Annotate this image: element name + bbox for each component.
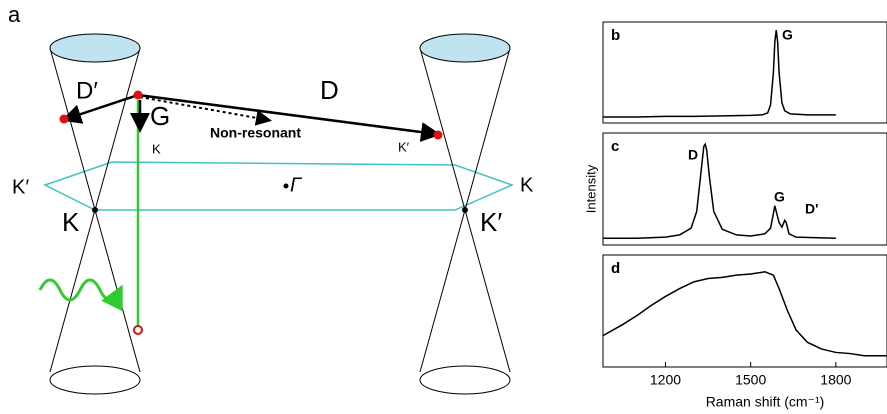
hole [134,326,142,334]
state [60,115,69,124]
diagram-label: K [152,141,161,156]
diagram-label: K [520,174,534,196]
dirac-point [463,208,468,213]
diagram-label: D′ [76,77,98,104]
panel-label: b [611,27,620,44]
x-tick-label: 1800 [820,372,851,388]
x-tick-label: 1500 [735,372,766,388]
peak-label: D' [805,201,818,217]
panel-label: a [8,2,21,27]
cone-diagram [40,34,512,394]
panel-frame [603,255,887,367]
x-tick-label: 1200 [650,372,681,388]
diagram-label: K′ [480,207,502,237]
diagram-label: D [320,75,339,105]
state [134,91,143,100]
panel-label: c [611,138,619,155]
diagram-label: Γ [290,174,303,196]
cone-top [50,34,140,62]
cone-bottom [50,366,140,394]
gamma-point [284,184,288,188]
panel-label: d [611,260,620,277]
diagram-label: G [150,101,170,131]
panel-frame [603,22,887,123]
panel-frame [603,133,887,245]
state [434,131,443,140]
diagram-label: K′ [12,176,29,198]
spectrum [603,272,887,356]
peak-label: D [688,147,698,163]
diagram-label: K′ [398,139,410,154]
x-axis-label: Raman shift (cm⁻¹) [706,394,825,410]
figure: a D′ G D Non-resonant K K′ K′ K Γ K K′ b Gc D G D' Inten… [0,0,887,414]
brillouin-zone [45,162,512,210]
y-axis-label: Intensity [583,164,598,213]
dirac-point [93,208,98,213]
spectrum [603,144,836,238]
photon [40,280,120,300]
peak-label: G [782,27,793,43]
spectrum [603,30,836,117]
cone-bottom [420,366,510,394]
cone-top [420,34,510,62]
diagram-label: K [62,207,80,237]
diagram-label: Non-resonant [210,125,301,141]
peak-label: G [774,189,785,205]
